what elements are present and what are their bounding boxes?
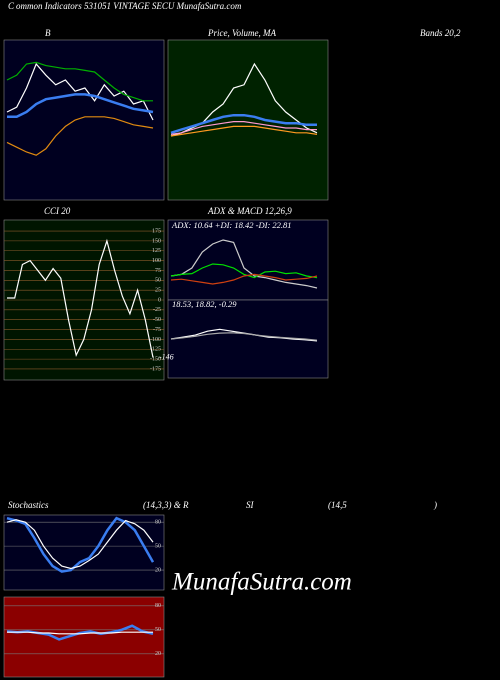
series-line — [7, 93, 154, 119]
y-tick-label: 50 — [155, 543, 161, 549]
series-line — [170, 332, 318, 341]
y-tick-label: -75 — [153, 327, 161, 333]
panel-title: ) — [433, 500, 437, 510]
y-tick-label: 20 — [155, 567, 161, 573]
y-tick-label: -150 — [150, 356, 161, 362]
panel-title: ADX & MACD 12,26,9 — [207, 206, 292, 216]
series-line — [6, 62, 154, 121]
panel — [167, 39, 329, 201]
y-tick-label: 175 — [152, 228, 161, 234]
series-line — [170, 263, 318, 279]
series-line — [170, 125, 318, 137]
panel-title: Stochastics — [8, 500, 49, 510]
series-line — [7, 238, 154, 358]
panel — [167, 219, 329, 301]
series-line — [6, 61, 153, 102]
y-tick-label: 125 — [152, 248, 161, 254]
y-tick-label: 20 — [155, 651, 161, 657]
panel-text: 18.53, 18.82, -0.29 — [172, 299, 237, 309]
y-tick-label: -175 — [150, 366, 161, 372]
header-title: ommon Indicators 531051 VINTAGE SECU Mun… — [16, 1, 242, 11]
y-tick-label: 50 — [155, 627, 161, 633]
panel-title: (14,5 — [328, 500, 347, 510]
y-tick-label: -125 — [150, 347, 161, 353]
y-tick-label: -100 — [150, 337, 161, 343]
y-tick-label: 0 — [158, 297, 161, 303]
y-tick-label: 75 — [155, 268, 161, 274]
value-label: -146 — [159, 352, 174, 361]
series-line — [170, 121, 317, 135]
series-line — [170, 239, 318, 289]
y-tick-label: 50 — [155, 278, 161, 284]
series-line — [6, 516, 155, 573]
panel-title: Price, Volume, MA — [207, 28, 276, 38]
panel-title: CCI 20 — [44, 206, 71, 216]
y-tick-label: 100 — [152, 258, 161, 264]
panel-title: (14,3,3) & R — [143, 500, 189, 510]
y-tick-label: -25 — [153, 307, 161, 313]
y-tick-label: 80 — [155, 520, 161, 526]
panel — [3, 596, 165, 678]
panel-title: B — [45, 28, 51, 38]
series-line — [6, 116, 154, 156]
header-c: C — [8, 1, 15, 11]
watermark: MunafaSutra.com — [171, 569, 352, 596]
panel-text: ADX: 10.64 +DI: 18.42 -DI: 22.81 — [171, 220, 292, 230]
y-tick-label: 150 — [152, 238, 161, 244]
panel-title: SI — [246, 500, 255, 510]
series-line — [7, 631, 153, 635]
series-line — [6, 519, 154, 570]
series-line — [170, 273, 318, 285]
panel-title: Bands 20,2 — [420, 28, 461, 38]
panel — [3, 39, 165, 201]
y-tick-label: 80 — [155, 603, 161, 609]
y-tick-label: -50 — [153, 317, 161, 323]
series-line — [170, 113, 317, 134]
y-tick-label: 25 — [155, 288, 161, 294]
